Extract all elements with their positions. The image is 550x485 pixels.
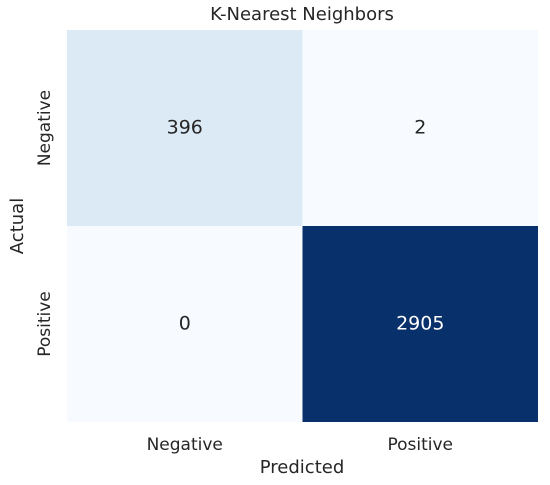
- cell-value: 0: [179, 313, 191, 335]
- heatmap-cell: [302, 30, 538, 226]
- x-axis-label: Predicted: [260, 457, 345, 478]
- chart-title: K-Nearest Neighbors: [210, 4, 394, 25]
- x-tick-label: Negative: [147, 435, 223, 455]
- cell-value: 396: [167, 117, 203, 139]
- x-tick-label: Positive: [387, 435, 453, 455]
- heatmap-cell: [67, 30, 303, 226]
- heatmap-cell: [67, 226, 303, 422]
- cell-value: 2905: [396, 313, 444, 335]
- cell-value: 2: [414, 117, 426, 139]
- heatmap-cell: [302, 226, 538, 422]
- y-axis-label: Actual: [7, 198, 28, 254]
- y-tick-label: Negative: [35, 90, 55, 166]
- y-tick-label: Positive: [35, 291, 55, 357]
